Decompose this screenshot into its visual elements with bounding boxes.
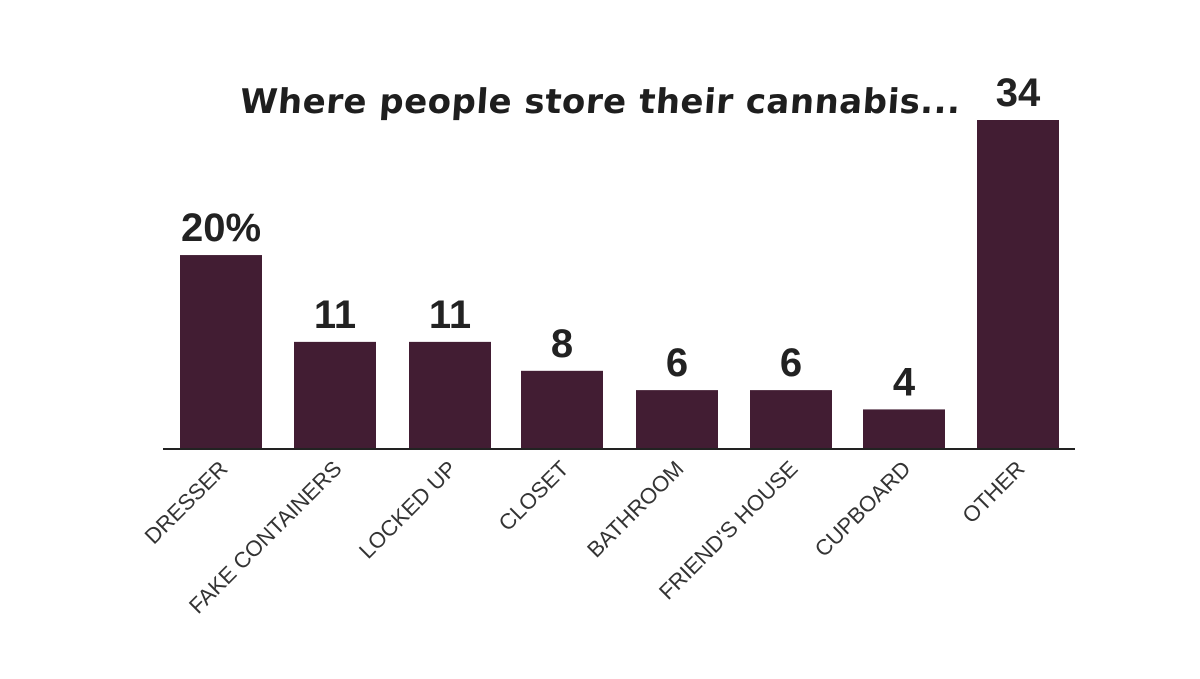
bar-5 (750, 390, 832, 448)
category-label: CLOSET (494, 456, 574, 536)
bar-2 (409, 341, 491, 448)
data-label: 6 (780, 341, 802, 385)
bar-0 (180, 255, 262, 448)
bar-7 (977, 120, 1059, 448)
category-label: BATHROOM (582, 456, 688, 562)
data-label: 20% (181, 206, 261, 250)
data-label: 6 (666, 341, 688, 385)
data-label: 11 (314, 293, 356, 337)
data-label: 8 (551, 322, 573, 366)
category-label: DRESSER (140, 456, 233, 549)
category-label: LOCKED UP (354, 456, 462, 564)
bar-6 (863, 409, 945, 448)
data-label: 34 (996, 71, 1041, 115)
category-label: OTHER (957, 456, 1029, 528)
category-label: CUPBOARD (810, 456, 916, 562)
bar-3 (521, 370, 603, 448)
bar-4 (636, 390, 718, 448)
data-label: 11 (429, 293, 471, 337)
data-label: 4 (893, 360, 916, 404)
bar-1 (294, 341, 376, 448)
